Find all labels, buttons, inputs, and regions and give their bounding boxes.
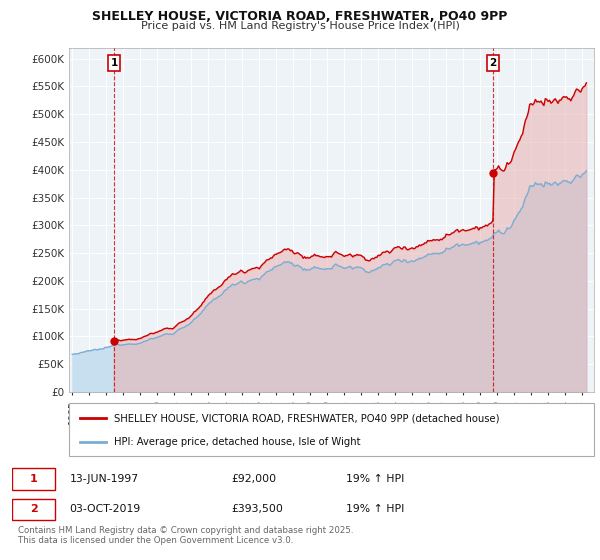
Text: 13-JUN-1997: 13-JUN-1997 — [70, 474, 139, 484]
FancyBboxPatch shape — [69, 403, 594, 456]
Text: £92,000: £92,000 — [231, 474, 276, 484]
Text: Contains HM Land Registry data © Crown copyright and database right 2025.
This d: Contains HM Land Registry data © Crown c… — [18, 526, 353, 545]
FancyBboxPatch shape — [12, 468, 55, 489]
Text: HPI: Average price, detached house, Isle of Wight: HPI: Average price, detached house, Isle… — [113, 436, 360, 446]
Text: SHELLEY HOUSE, VICTORIA ROAD, FRESHWATER, PO40 9PP (detached house): SHELLEY HOUSE, VICTORIA ROAD, FRESHWATER… — [113, 413, 499, 423]
Text: SHELLEY HOUSE, VICTORIA ROAD, FRESHWATER, PO40 9PP: SHELLEY HOUSE, VICTORIA ROAD, FRESHWATER… — [92, 10, 508, 23]
Text: £393,500: £393,500 — [231, 505, 283, 515]
FancyBboxPatch shape — [12, 498, 55, 520]
Text: 2: 2 — [489, 58, 497, 68]
Text: 19% ↑ HPI: 19% ↑ HPI — [346, 505, 404, 515]
Text: 19% ↑ HPI: 19% ↑ HPI — [346, 474, 404, 484]
Text: Price paid vs. HM Land Registry's House Price Index (HPI): Price paid vs. HM Land Registry's House … — [140, 21, 460, 31]
Text: 2: 2 — [30, 505, 37, 515]
Text: 1: 1 — [30, 474, 37, 484]
Text: 1: 1 — [110, 58, 118, 68]
Text: 03-OCT-2019: 03-OCT-2019 — [70, 505, 141, 515]
